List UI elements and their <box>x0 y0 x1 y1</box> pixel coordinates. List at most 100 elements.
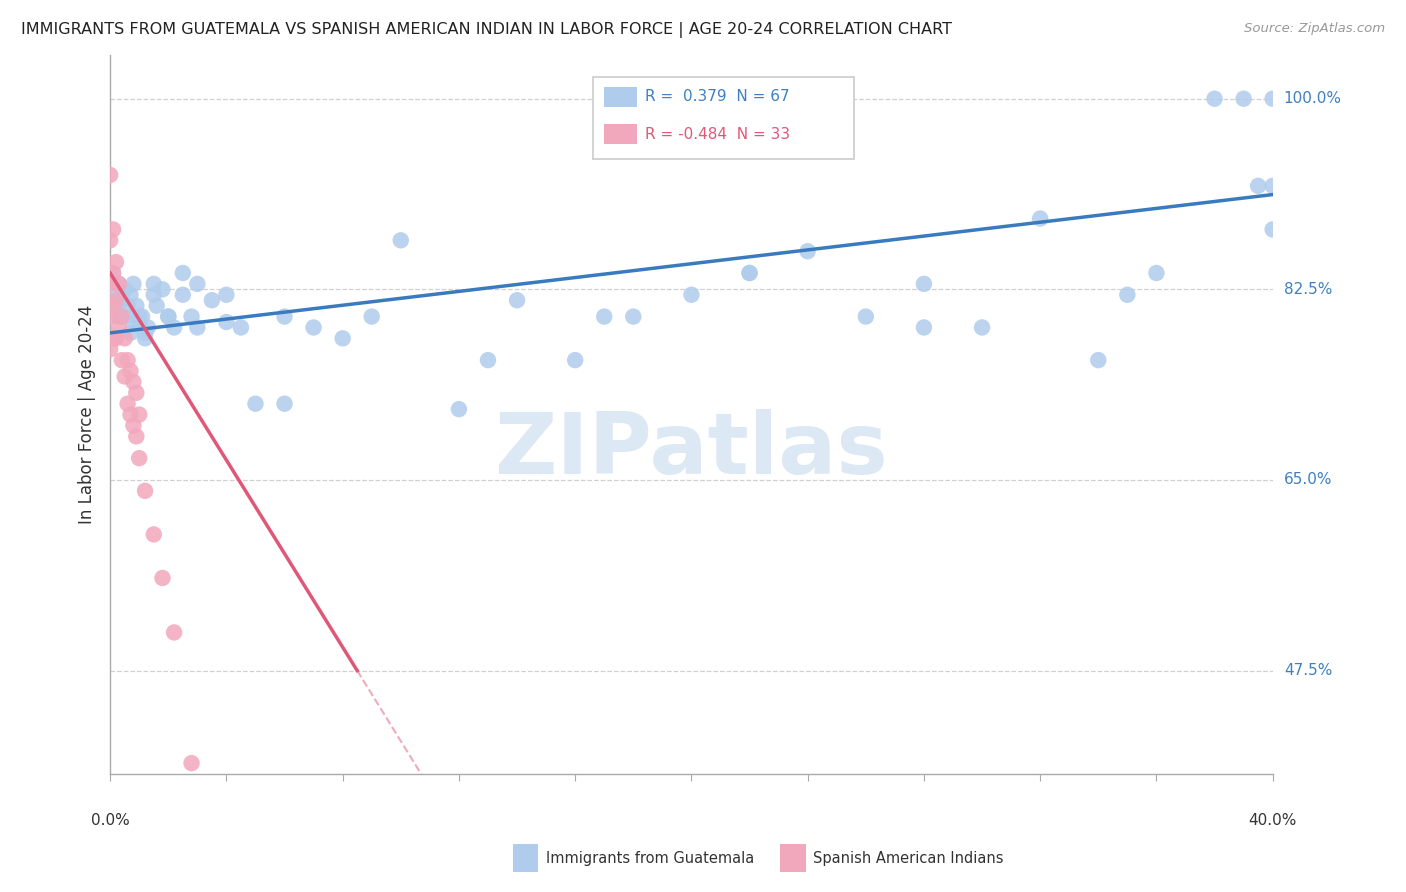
Point <box>101 222 124 236</box>
Text: 0.0%: 0.0% <box>91 813 129 828</box>
Point <box>273 310 295 324</box>
Point <box>111 310 134 324</box>
Text: 100.0%: 100.0% <box>1284 91 1341 106</box>
Point <box>855 310 877 324</box>
Point <box>302 320 325 334</box>
Point <box>128 315 150 329</box>
Point <box>1116 287 1139 301</box>
Point <box>117 397 139 411</box>
Point <box>125 429 148 443</box>
Point <box>120 364 142 378</box>
Point <box>108 277 131 291</box>
Point <box>134 483 156 498</box>
Point <box>104 255 127 269</box>
Y-axis label: In Labor Force | Age 20-24: In Labor Force | Age 20-24 <box>79 305 96 524</box>
Point <box>1261 92 1284 106</box>
Point <box>120 287 142 301</box>
Point <box>114 369 136 384</box>
Point <box>120 326 142 340</box>
Point <box>186 277 208 291</box>
Point <box>134 326 156 340</box>
Text: R = -0.484  N = 33: R = -0.484 N = 33 <box>645 127 790 142</box>
Point <box>593 310 616 324</box>
Point <box>125 299 148 313</box>
Point <box>108 320 131 334</box>
Point <box>912 277 935 291</box>
Point <box>142 527 165 541</box>
Text: 40.0%: 40.0% <box>1249 813 1296 828</box>
Point <box>98 168 121 182</box>
Point <box>215 315 238 329</box>
Point <box>1087 353 1109 368</box>
Point <box>332 331 354 345</box>
Point <box>1233 92 1256 106</box>
Text: 65.0%: 65.0% <box>1284 473 1333 487</box>
Point <box>101 331 124 345</box>
Point <box>125 385 148 400</box>
Point <box>172 287 194 301</box>
Point <box>114 331 136 345</box>
Point <box>111 353 134 368</box>
Text: 82.5%: 82.5% <box>1284 282 1331 297</box>
Point <box>1204 92 1226 106</box>
Point <box>1029 211 1052 226</box>
Point <box>98 277 121 291</box>
Point <box>122 375 145 389</box>
Point <box>152 282 174 296</box>
Point <box>120 408 142 422</box>
Point <box>180 756 202 771</box>
Point <box>128 451 150 466</box>
Point <box>131 310 153 324</box>
Point <box>970 320 993 334</box>
Point <box>142 287 165 301</box>
Point <box>1261 178 1284 193</box>
Point <box>273 397 295 411</box>
Point <box>360 310 382 324</box>
Point <box>389 233 412 247</box>
Point <box>128 408 150 422</box>
Point <box>117 353 139 368</box>
Point <box>172 266 194 280</box>
Point <box>157 310 180 324</box>
Point <box>163 320 186 334</box>
Point <box>229 320 252 334</box>
Point <box>215 287 238 301</box>
Point <box>1144 266 1167 280</box>
Bar <box>605 87 637 107</box>
Point <box>136 320 159 334</box>
Point <box>912 320 935 334</box>
Point <box>98 343 121 357</box>
Point <box>108 310 131 324</box>
Point <box>157 310 180 324</box>
Point <box>447 402 470 417</box>
Point <box>142 277 165 291</box>
Bar <box>605 124 637 145</box>
Point <box>163 625 186 640</box>
Point <box>101 299 124 313</box>
Point <box>477 353 499 368</box>
Point <box>796 244 818 259</box>
FancyBboxPatch shape <box>592 77 855 160</box>
Point <box>101 266 124 280</box>
Text: Source: ZipAtlas.com: Source: ZipAtlas.com <box>1244 22 1385 36</box>
Point <box>134 331 156 345</box>
Text: Immigrants from Guatemala: Immigrants from Guatemala <box>546 851 754 865</box>
Point <box>738 266 761 280</box>
Point <box>180 310 202 324</box>
Point <box>122 277 145 291</box>
Point <box>506 293 529 308</box>
Text: 47.5%: 47.5% <box>1284 663 1331 678</box>
Point <box>201 293 224 308</box>
Point <box>145 299 167 313</box>
Point <box>117 299 139 313</box>
Point <box>111 293 134 308</box>
Point <box>1261 222 1284 236</box>
Point <box>101 266 124 280</box>
Point <box>104 293 127 308</box>
Point <box>245 397 267 411</box>
Point <box>152 571 174 585</box>
Text: IMMIGRANTS FROM GUATEMALA VS SPANISH AMERICAN INDIAN IN LABOR FORCE | AGE 20-24 : IMMIGRANTS FROM GUATEMALA VS SPANISH AME… <box>21 22 952 38</box>
Point <box>114 310 136 324</box>
Point <box>98 310 121 324</box>
Point <box>101 287 124 301</box>
